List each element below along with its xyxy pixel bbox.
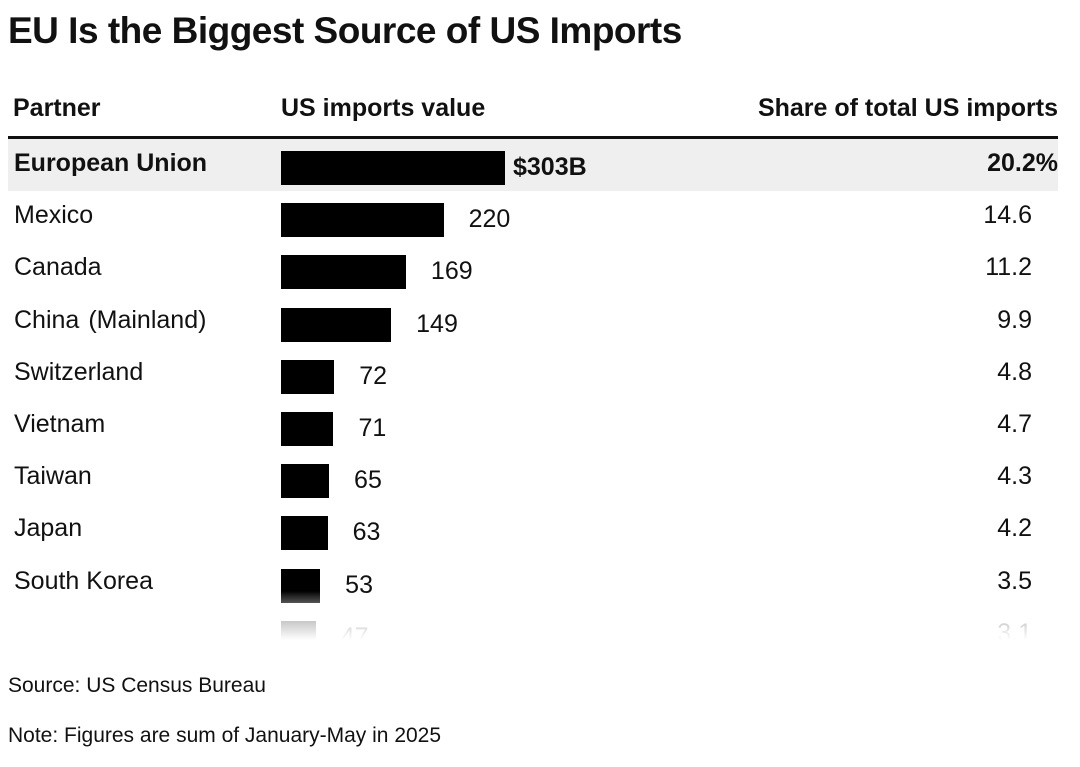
partner-label: Canada xyxy=(14,253,102,282)
table-row: China (Mainland) 149 9.9 xyxy=(8,296,1058,348)
bar xyxy=(281,255,406,290)
bar xyxy=(281,412,334,446)
bar xyxy=(281,203,444,238)
partner-label: South Korea xyxy=(14,567,153,596)
share-label: 4.7 xyxy=(997,410,1032,438)
partner-label: Vietnam xyxy=(14,410,105,439)
table-row: South Korea 53 3.5 xyxy=(8,557,1058,609)
table-row: Mexico 220 14.6 xyxy=(8,191,1058,243)
value-label: 169 xyxy=(430,257,473,286)
share-label: 11.2 xyxy=(985,253,1032,282)
value-label: 72 xyxy=(359,361,388,390)
bar xyxy=(281,464,330,499)
table-row: Japan 63 4.2 xyxy=(8,504,1058,556)
share-label: 4.3 xyxy=(997,462,1032,491)
partner-name: European Union xyxy=(14,149,208,177)
chart-table-body: European Union $303B 20.2% Mexico 220 14.6 Can… xyxy=(8,139,1058,640)
table-row: European Union $303B 20.2% xyxy=(8,139,1058,191)
share-label: 4.8 xyxy=(997,357,1032,386)
partner-name: Canada xyxy=(14,253,102,282)
partner-name: Switzerland xyxy=(14,357,144,386)
partner-suffix: (Mainland) xyxy=(88,305,207,334)
partner-name: Japan xyxy=(14,514,83,543)
value-label: 47 xyxy=(340,622,369,640)
partner-name: Vietnam xyxy=(14,410,106,438)
partner-name: Taiwan xyxy=(14,462,92,491)
share-label: 4.2 xyxy=(997,514,1032,543)
partner-label: Taiwan xyxy=(14,462,92,491)
partner-name: China xyxy=(14,305,80,334)
value-label: 53 xyxy=(345,570,373,599)
table-row: Switzerland 72 4.8 xyxy=(8,348,1058,400)
partner-label: Japan xyxy=(14,514,82,543)
bar xyxy=(281,359,335,394)
partner-column-header: Partner xyxy=(13,94,101,122)
partner-label: China (Mainland) xyxy=(14,306,206,335)
bar xyxy=(281,151,505,185)
value-label: 71 xyxy=(358,414,387,442)
share-label: 14.6 xyxy=(983,201,1032,230)
partner-label: European Union xyxy=(14,149,207,178)
share-column-header: Share of total US imports xyxy=(757,94,1058,122)
partner-label: Mexico xyxy=(14,201,93,230)
table-row: Canada 169 11.2 xyxy=(8,243,1058,295)
bar xyxy=(281,568,321,603)
value-label: 63 xyxy=(352,518,381,547)
value-label: 65 xyxy=(354,466,382,495)
table-row: 47 3.1 xyxy=(8,609,1058,640)
partner-name: Mexico xyxy=(14,201,94,230)
value-label: $303B xyxy=(513,153,587,181)
bar xyxy=(281,620,316,640)
share-label: 3.5 xyxy=(997,566,1032,595)
share-label: 20.2% xyxy=(987,149,1058,177)
value-label: 220 xyxy=(468,205,511,234)
partner-label: Switzerland xyxy=(14,358,143,387)
value-label: 149 xyxy=(416,309,458,338)
share-label: 9.9 xyxy=(997,305,1032,334)
footnote: Note: Figures are sum of January-May in … xyxy=(8,724,442,747)
share-label: 3.1 xyxy=(997,618,1032,640)
partner-name: South Korea xyxy=(14,566,153,595)
bar xyxy=(281,516,328,551)
source-note: Source: US Census Bureau xyxy=(8,674,266,697)
table-row: Vietnam 71 4.7 xyxy=(8,400,1058,452)
imports-value-column-header: US imports value xyxy=(281,94,486,122)
bar xyxy=(281,307,392,342)
table-row: Taiwan 65 4.3 xyxy=(8,452,1058,504)
chart-title: EU Is the Biggest Source of US Imports xyxy=(8,10,682,51)
header-divider xyxy=(8,136,1058,139)
